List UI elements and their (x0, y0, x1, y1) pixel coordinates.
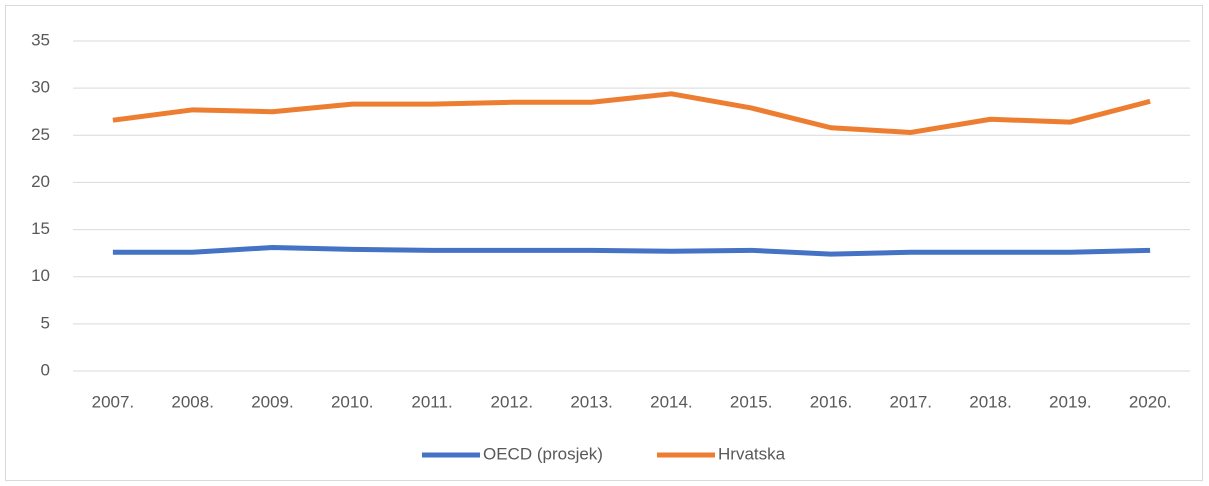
y-tick-label: 30 (31, 78, 50, 97)
x-tick-label: 2007. (92, 392, 135, 411)
y-tick-label: 25 (31, 125, 50, 144)
x-tick-label: 2011. (411, 392, 452, 411)
y-tick-label: 35 (31, 30, 50, 49)
x-tick-label: 2008. (171, 392, 214, 411)
x-tick-label: 2016. (810, 392, 853, 411)
x-tick-label: 2017. (889, 392, 932, 411)
y-tick-label: 0 (41, 360, 50, 379)
x-tick-label: 2018. (969, 392, 1012, 411)
legend-label: Hrvatska (718, 444, 786, 463)
y-tick-label: 5 (41, 313, 50, 332)
series-line (112, 91, 1151, 135)
y-tick-label: 10 (31, 266, 50, 285)
y-tick-label: 15 (31, 219, 50, 238)
series-line (112, 244, 1151, 257)
x-tick-label: 2013. (570, 392, 613, 411)
x-tick-label: 2020. (1129, 392, 1172, 411)
legend-label: OECD (prosjek) (483, 444, 603, 463)
x-tick-label: 2015. (730, 392, 773, 411)
y-tick-label: 20 (31, 172, 50, 191)
x-tick-label: 2014. (650, 392, 693, 411)
x-tick-label: 2009. (251, 392, 294, 411)
x-tick-label: 2010. (331, 392, 374, 411)
x-tick-label: 2012. (491, 392, 534, 411)
chart-frame (5, 5, 1203, 481)
x-tick-label: 2019. (1049, 392, 1092, 411)
